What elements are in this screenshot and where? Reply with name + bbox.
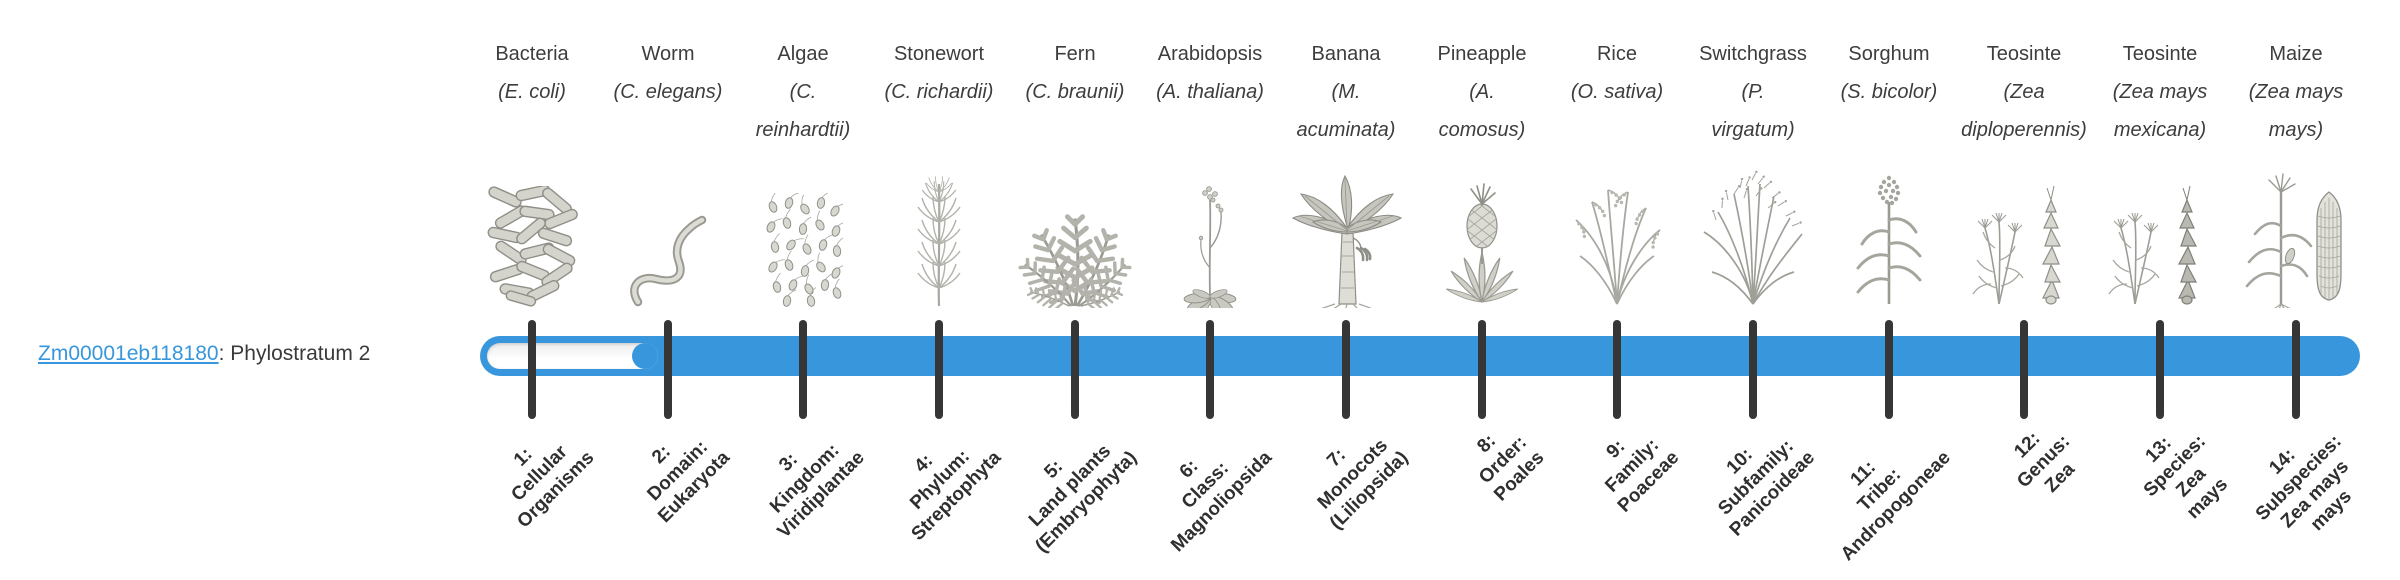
organism-name: Algae: [777, 43, 829, 65]
organism-scientific-name: (C. richardii): [884, 81, 994, 103]
phylostratum-tick: [935, 320, 943, 419]
organism-label: Maize (Zea mays mays): [2226, 35, 2366, 149]
organism-scientific-name: (Zea mays mexicana): [2112, 81, 2208, 141]
bar-unfilled-track: [487, 343, 658, 369]
organism-name: Sorghum: [1848, 43, 1930, 65]
stratum-label: 1: Cellular Organisms: [507, 441, 599, 533]
pineapple-illustration: [1423, 162, 1541, 308]
organism-scientific-name: (Zea mays mays): [2248, 81, 2344, 141]
phylostratum-tick: [664, 320, 672, 419]
organism-scientific-name: (C. elegans): [613, 81, 723, 103]
organism-name: Rice: [1596, 43, 1637, 65]
organism-name: Maize: [2269, 43, 2323, 65]
organism-scientific-name: (A. thaliana): [1156, 81, 1264, 103]
organism-label: Banana (M. acuminata): [1276, 35, 1416, 149]
stratum-label: 13: Species: Zea mays: [2139, 430, 2232, 524]
organism-label: Teosinte (Zea diploperennis): [1954, 35, 2094, 149]
fern-illustration: [1016, 162, 1134, 308]
organism-name: Worm: [641, 43, 695, 65]
organism-scientific-name: (E. coli): [498, 81, 566, 103]
organism-label: Teosinte (Zea mays mexicana): [2090, 35, 2230, 149]
organism-scientific-name: (A. comosus): [1438, 81, 1526, 141]
phylostratum-tick: [1478, 320, 1486, 419]
sorghum-illustration: [1830, 162, 1948, 308]
organism-name: Bacteria: [495, 43, 569, 65]
organism-scientific-name: (S. bicolor): [1840, 81, 1938, 103]
stratum-label: 2: Domain: Eukaryota: [643, 436, 735, 528]
stratum-label: 11: Tribe: Andropogoneae: [1837, 447, 1956, 566]
phylostratum-tick: [1071, 320, 1079, 419]
organism-name: Switchgrass: [1699, 43, 1807, 65]
stratum-label: 12: Genus: Zea: [2009, 428, 2079, 497]
phylostratum-bar: [480, 336, 2360, 376]
organism-scientific-name: (M. acuminata): [1296, 81, 1396, 141]
stratum-label: 7: Monocots (Liliopsida): [1313, 435, 1413, 534]
bar-fill-start-cap: [632, 343, 658, 369]
organism-scientific-name: (P. virgatum): [1711, 81, 1795, 141]
organism-label: Switchgrass (P. virgatum): [1683, 35, 1823, 149]
banana-illustration: [1287, 162, 1405, 308]
phylostratum-tick: [2020, 320, 2028, 419]
phylostratum-tick: [1885, 320, 1893, 419]
organism-label: Worm (C. elegans): [598, 35, 738, 111]
organism-label: Fern (C. braunii): [1005, 35, 1145, 111]
phylostratum-tick: [2292, 320, 2300, 419]
stratum-label: 6: Class: Magnoliopsida: [1167, 447, 1277, 557]
organism-name: Arabidopsis: [1157, 43, 1263, 65]
stratum-label: 8: Order: Poales: [1473, 430, 1549, 506]
organism-scientific-name: (C. braunii): [1025, 81, 1125, 103]
phylostratum-tick: [1342, 320, 1350, 419]
organism-label: Stonewort (C. richardii): [869, 35, 1009, 111]
bacteria-illustration: [473, 162, 591, 308]
maize-illustration: [2237, 162, 2355, 308]
teosinte-illustration: [2101, 162, 2219, 308]
organism-label: Algae (C. reinhardtii): [733, 35, 873, 149]
organism-scientific-name: (O. sativa): [1570, 81, 1664, 103]
organism-name: Banana: [1311, 43, 1381, 65]
arabidopsis-illustration: [1151, 162, 1269, 308]
organism-name: Fern: [1054, 43, 1096, 65]
stratum-label: 10: Subfamily: Panicoideae: [1714, 435, 1820, 541]
organism-scientific-name: (Zea diploperennis): [1961, 81, 2087, 141]
stratum-label: 9: Family: Poaceae: [1601, 434, 1684, 517]
rice-illustration: [1558, 162, 1676, 308]
stratum-label: 14: Subspecies: Zea mays mays: [2251, 430, 2356, 536]
worm-illustration: [609, 162, 727, 308]
phylostratum-tick: [1613, 320, 1621, 419]
organism-name: Pineapple: [1437, 43, 1527, 65]
organism-name: Teosinte: [1986, 43, 2062, 65]
organism-label: Arabidopsis (A. thaliana): [1140, 35, 1280, 111]
gene-id-link[interactable]: Zm00001eb118180: [38, 342, 219, 365]
phylostratum-tick: [1206, 320, 1214, 419]
organism-label: Rice (O. sativa): [1547, 35, 1687, 111]
gene-label: Zm00001eb118180: Phylostratum 2: [38, 342, 370, 366]
switchgrass-illustration: [1694, 162, 1812, 308]
phylostratum-tick: [1749, 320, 1757, 419]
stratum-label: 4: Phylum: Streptophyta: [906, 445, 1006, 545]
stonewort-illustration: [880, 162, 998, 308]
algae-illustration: [744, 162, 862, 308]
organism-name: Teosinte: [2122, 43, 2198, 65]
stratum-label: 3: Kingdom: Viridiplantae: [766, 439, 870, 543]
stratum-label: 5: Land plants (Embryophyta): [1024, 440, 1142, 557]
organism-scientific-name: (C. reinhardtii): [755, 81, 851, 141]
organism-name: Stonewort: [893, 43, 985, 65]
phylostratum-tick: [799, 320, 807, 419]
organism-label: Bacteria (E. coli): [462, 35, 602, 111]
gene-phylostratum-text: : Phylostratum 2: [218, 342, 371, 365]
organism-label: Pineapple (A. comosus): [1412, 35, 1552, 149]
teosinte-illustration: [1965, 162, 2083, 308]
phylostratum-tick: [528, 320, 536, 419]
organism-label: Sorghum (S. bicolor): [1819, 35, 1959, 111]
phylostratum-tick: [2156, 320, 2164, 419]
